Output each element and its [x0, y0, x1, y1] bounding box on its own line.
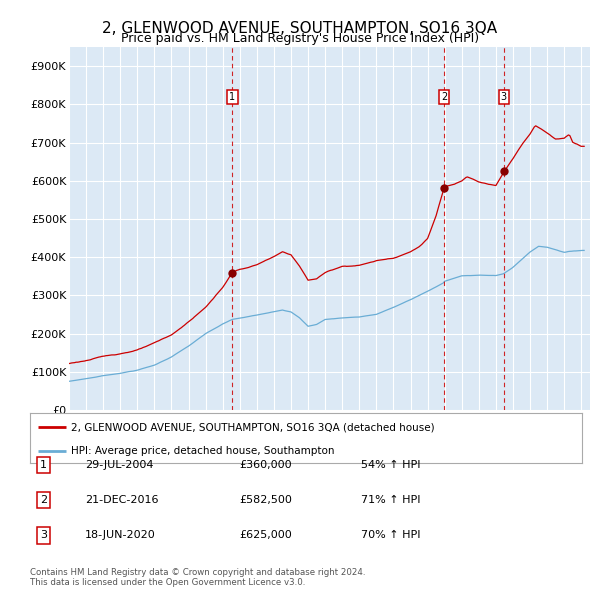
Text: £360,000: £360,000 — [240, 460, 292, 470]
Text: 2: 2 — [40, 495, 47, 505]
Text: 21-DEC-2016: 21-DEC-2016 — [85, 495, 158, 505]
Text: 2: 2 — [441, 92, 447, 102]
Text: 2, GLENWOOD AVENUE, SOUTHAMPTON, SO16 3QA: 2, GLENWOOD AVENUE, SOUTHAMPTON, SO16 3Q… — [103, 21, 497, 35]
Text: 3: 3 — [500, 92, 507, 102]
Text: 70% ↑ HPI: 70% ↑ HPI — [361, 530, 421, 540]
Text: 1: 1 — [229, 92, 235, 102]
Text: £625,000: £625,000 — [240, 530, 293, 540]
Text: 1: 1 — [40, 460, 47, 470]
Text: HPI: Average price, detached house, Southampton: HPI: Average price, detached house, Sout… — [71, 445, 335, 455]
Text: 71% ↑ HPI: 71% ↑ HPI — [361, 495, 421, 505]
Text: Contains HM Land Registry data © Crown copyright and database right 2024.
This d: Contains HM Land Registry data © Crown c… — [30, 568, 365, 587]
Text: £582,500: £582,500 — [240, 495, 293, 505]
Text: 54% ↑ HPI: 54% ↑ HPI — [361, 460, 421, 470]
Text: 2, GLENWOOD AVENUE, SOUTHAMPTON, SO16 3QA (detached house): 2, GLENWOOD AVENUE, SOUTHAMPTON, SO16 3Q… — [71, 422, 435, 432]
Text: 18-JUN-2020: 18-JUN-2020 — [85, 530, 156, 540]
Text: 29-JUL-2004: 29-JUL-2004 — [85, 460, 154, 470]
Text: Price paid vs. HM Land Registry's House Price Index (HPI): Price paid vs. HM Land Registry's House … — [121, 32, 479, 45]
Text: 3: 3 — [40, 530, 47, 540]
